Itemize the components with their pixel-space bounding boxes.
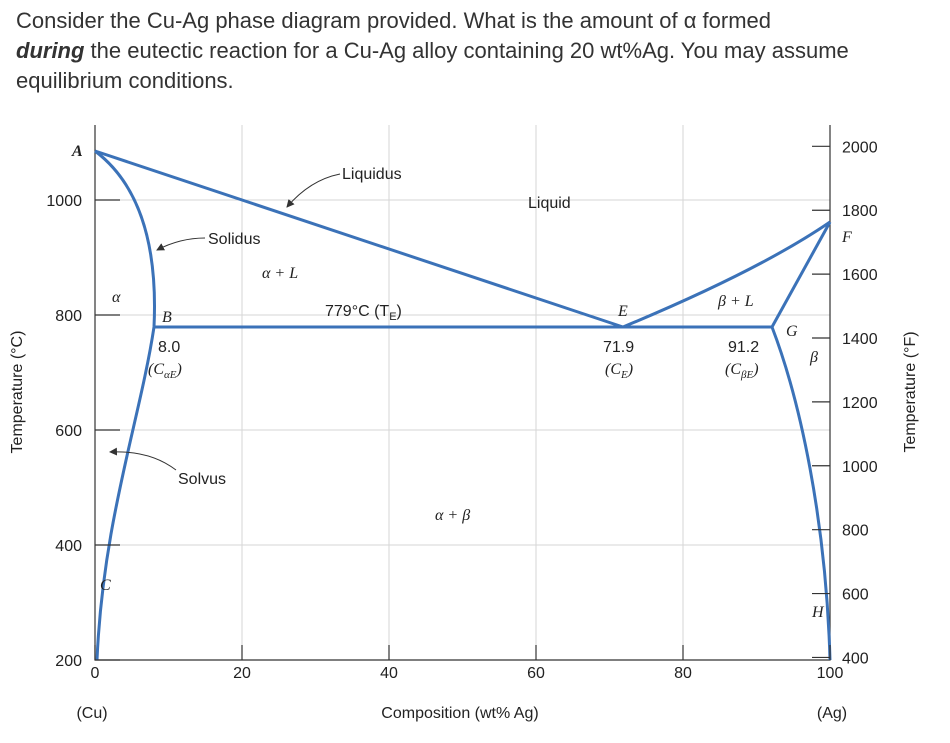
- axis-label: Temperature (°F): [902, 331, 919, 452]
- solidus: [94, 149, 156, 328]
- x-tick-label: 40: [380, 665, 398, 682]
- region-label: α: [112, 289, 121, 306]
- y2-tick-label: 2000: [842, 139, 878, 156]
- point-label: A: [71, 143, 83, 160]
- point-label: G: [786, 323, 798, 340]
- annotation-sub: E: [620, 369, 628, 381]
- y-tick-label: 400: [55, 538, 82, 555]
- y2-tick-label: 1000: [842, 459, 878, 476]
- y-tick-label: 200: [55, 653, 82, 670]
- end-label: (Cu): [76, 705, 107, 722]
- region-label: β: [809, 349, 818, 366]
- y2-tick-label: 1200: [842, 395, 878, 412]
- annotation-text: 779°C (T: [325, 303, 389, 320]
- annotation-sub: βE: [740, 369, 753, 381]
- point-label: H: [811, 604, 825, 621]
- annotation-text: ): [176, 361, 182, 378]
- axis-label: Composition (wt% Ag): [381, 705, 538, 722]
- y-tick-label: 800: [55, 308, 82, 325]
- x-tick-label: 80: [674, 665, 692, 682]
- annotation: 71.9: [603, 339, 634, 356]
- annotation: 8.0: [158, 339, 180, 356]
- annotation-text: ): [752, 361, 758, 378]
- point-label: E: [617, 303, 628, 320]
- annotation-text: (C: [605, 361, 621, 378]
- solidus: [770, 221, 832, 328]
- y-tick-label: 1000: [46, 193, 82, 210]
- annotation-text: ): [627, 361, 633, 378]
- leader: [286, 173, 341, 208]
- callout: Solvus: [178, 471, 226, 488]
- question: Consider the Cu-Ag phase diagram provide…: [16, 6, 916, 96]
- y-tick-label: 600: [55, 423, 82, 440]
- annotation: (CE): [605, 361, 633, 381]
- annotation: (CβE): [725, 361, 759, 381]
- x-tick-label: 20: [233, 665, 251, 682]
- axis-label: Temperature (°C): [9, 331, 26, 454]
- point-label: B: [162, 309, 172, 326]
- frame: [94, 125, 831, 661]
- x-tick-label: 0: [91, 665, 100, 682]
- annotation-text: (C: [148, 361, 164, 378]
- annotation-sub: αE: [164, 369, 177, 381]
- y2-tick-label: 1400: [842, 331, 878, 348]
- end-label: (Ag): [817, 705, 847, 722]
- y2-tick-label: 600: [842, 587, 869, 604]
- liquidus: [622, 220, 831, 329]
- annotation-sub: E: [389, 311, 396, 323]
- leader: [156, 237, 206, 251]
- annotation-text: ): [397, 303, 402, 320]
- y2-tick-label: 400: [842, 650, 869, 667]
- point-label: C: [100, 577, 111, 594]
- y2-tick-label: 1600: [842, 267, 878, 284]
- region-label: Liquid: [528, 195, 571, 212]
- question-text: the eutectic reaction for a Cu-Ag alloy …: [16, 38, 849, 93]
- region-label: β + L: [717, 293, 754, 310]
- y2-tick-label: 1800: [842, 203, 878, 220]
- annotation: 91.2: [728, 339, 759, 356]
- point-label: F: [841, 229, 852, 246]
- region-label: α + L: [262, 265, 298, 282]
- annotation-text: (C: [725, 361, 741, 378]
- callout: Liquidus: [342, 166, 402, 183]
- solvus: [770, 326, 832, 661]
- x-tick-label: 60: [527, 665, 545, 682]
- annotation: (CαE): [148, 361, 182, 381]
- x-tick-label: 100: [817, 665, 844, 682]
- leader: [109, 447, 177, 471]
- liquidus: [94, 149, 624, 329]
- question-emphasis: during: [16, 38, 85, 63]
- solvus: [95, 326, 156, 661]
- annotation: 779°C (TE): [325, 303, 402, 323]
- region-label: α + β: [435, 507, 470, 524]
- callout: Solidus: [208, 231, 260, 248]
- question-text: Consider the Cu-Ag phase diagram provide…: [16, 8, 771, 33]
- y2-tick-label: 800: [842, 523, 869, 540]
